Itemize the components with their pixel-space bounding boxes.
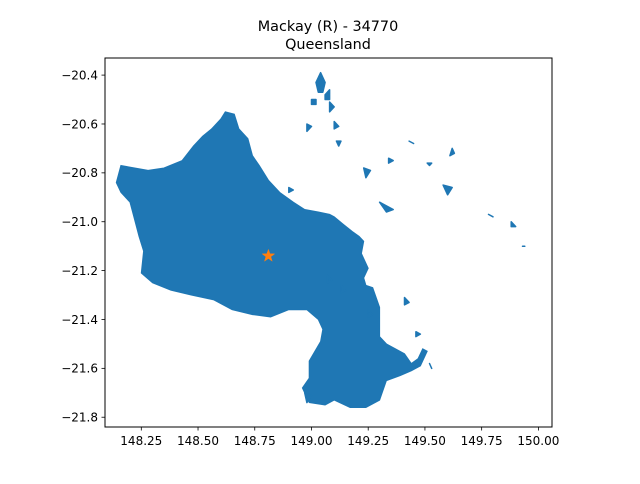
region-island: [333, 120, 340, 130]
region-island: [303, 392, 313, 404]
region-island: [310, 98, 317, 106]
x-tick-label: 148.25: [120, 434, 162, 448]
region-island: [408, 140, 415, 145]
region-island: [378, 201, 394, 213]
x-tick-label: 149.75: [461, 434, 503, 448]
x-axis: 148.25 148.50 148.75 149.00 149.25 149.50 149.…: [120, 427, 559, 448]
region-island: [387, 157, 394, 164]
region-island: [306, 123, 313, 133]
region-island: [326, 274, 333, 284]
region-island: [442, 184, 453, 196]
marker-layer: [261, 248, 276, 262]
chart-subtitle: Queensland: [285, 37, 371, 53]
region-island: [340, 284, 347, 294]
region-island: [328, 101, 335, 113]
y-tick-label: −21.8: [61, 411, 98, 425]
region-island: [335, 140, 342, 147]
y-tick-label: −20.6: [61, 117, 98, 131]
chart-title: Mackay (R) - 34770: [258, 19, 398, 35]
x-tick-label: 148.75: [234, 434, 276, 448]
y-tick-label: −20.8: [61, 166, 98, 180]
x-tick-label: 149.00: [290, 434, 332, 448]
region-island: [415, 330, 422, 338]
y-tick-label: −21.6: [61, 362, 98, 376]
region-island: [487, 213, 494, 218]
y-tick-label: −21.4: [61, 313, 98, 327]
region-island: [288, 186, 295, 194]
x-tick-label: 148.50: [177, 434, 219, 448]
region-island: [403, 296, 410, 306]
x-tick-label: 149.50: [404, 434, 446, 448]
region-island: [426, 162, 433, 167]
y-tick-label: −20.4: [61, 68, 98, 82]
region-island: [367, 308, 374, 318]
region-island: [449, 147, 456, 157]
region-island: [315, 71, 326, 93]
y-axis: −20.4 −20.6 −20.8 −21.0 −21.2 −21.4 −21.6 −21.8: [61, 68, 105, 425]
centroid-star-marker: [261, 248, 276, 262]
axes-frame: [104, 57, 553, 428]
region-island: [428, 362, 433, 370]
x-tick-label: 150.00: [517, 434, 559, 448]
x-tick-label: 149.25: [347, 434, 389, 448]
y-tick-label: −21.2: [61, 264, 98, 278]
region-island: [510, 220, 517, 228]
region-island: [362, 167, 372, 179]
region-island: [324, 89, 331, 101]
y-tick-label: −21.0: [61, 215, 98, 229]
